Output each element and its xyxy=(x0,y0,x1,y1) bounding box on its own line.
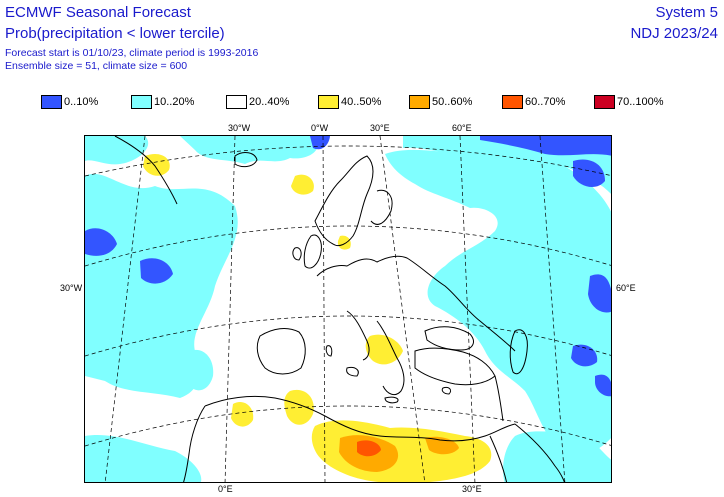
cyan-region-north-africa xyxy=(503,431,611,482)
legend-swatch xyxy=(226,95,247,109)
coastline-finland xyxy=(370,189,393,225)
meridian-line xyxy=(459,136,476,482)
blue-region-russia-north xyxy=(480,136,611,156)
cyan-region-north-sea xyxy=(205,215,234,247)
cyan-region-atlantic xyxy=(85,173,238,398)
meridian-line xyxy=(379,136,426,482)
lon-label-30w-left: 30°W xyxy=(60,283,83,293)
blue-region-urals xyxy=(588,274,611,313)
cyan-region-greenland xyxy=(180,136,319,164)
blue-region-caspian xyxy=(571,344,598,367)
legend-swatch xyxy=(318,95,339,109)
coastline-scandinavia xyxy=(314,155,374,247)
lon-label-0e-bottom: 0°E xyxy=(218,484,233,494)
legend-item-10-20: 10..20% xyxy=(131,95,194,109)
legend-item-60-70: 60..70% xyxy=(502,95,565,109)
lon-label-30e-top: 30°E xyxy=(370,123,390,133)
legend-swatch xyxy=(594,95,615,109)
yellow-region-libya xyxy=(311,420,492,482)
coastline-iceland xyxy=(234,152,258,168)
coastline-black-sea xyxy=(424,326,474,351)
coastline-arabia xyxy=(514,423,565,482)
coastline-west-africa xyxy=(183,405,206,482)
system-label: System 5 xyxy=(655,4,718,21)
legend-item-40-50: 40..50% xyxy=(318,95,381,109)
coastline-crete xyxy=(384,396,399,404)
map-canvas xyxy=(85,136,611,482)
meridian-line xyxy=(224,136,236,482)
coastline-turkey xyxy=(414,347,496,386)
yellow-region-atlantic-patch xyxy=(143,153,170,176)
legend-swatch xyxy=(409,95,430,109)
cyan-region-sw-africa xyxy=(85,435,202,482)
legend-label: 0..10% xyxy=(64,96,99,108)
probability-map xyxy=(84,135,612,483)
coastline-levant xyxy=(494,375,504,422)
blue-region-atlantic-mid xyxy=(140,258,173,284)
lon-label-30e-bottom: 30°E xyxy=(462,484,482,494)
yellow-region-iceland xyxy=(291,174,314,195)
yellow-region-balkans xyxy=(365,334,403,365)
legend-label: 20..40% xyxy=(249,96,290,108)
cyan-region-russia xyxy=(385,147,611,455)
yellow-region-uk xyxy=(337,235,351,250)
season-label: NDJ 2023/24 xyxy=(630,25,718,42)
meridian-line xyxy=(539,136,566,482)
yellow-region-west-med xyxy=(231,401,254,427)
coastline-ireland xyxy=(292,247,302,261)
parallel-line xyxy=(85,225,611,267)
blue-region-greenland-south xyxy=(310,136,330,150)
parallel-line xyxy=(85,405,611,447)
coastline-italy xyxy=(346,310,370,361)
lon-label-0w-top: 0°W xyxy=(311,123,329,133)
legend-item-70-100: 70..100% xyxy=(594,95,663,109)
chart-title: ECMWF Seasonal Forecast xyxy=(5,4,191,21)
chart-subtitle: Prob(precipitation < lower tercile) xyxy=(5,25,225,42)
legend-label: 10..20% xyxy=(154,96,195,108)
coastline-north-africa xyxy=(204,395,516,442)
forecast-info: Forecast start is 01/10/23, climate peri… xyxy=(5,47,259,59)
legend-label: 60..70% xyxy=(525,96,566,108)
legend-label: 40..50% xyxy=(341,96,382,108)
meridian-line xyxy=(322,136,326,482)
probability-shading xyxy=(85,136,611,482)
parallel-line xyxy=(85,145,611,177)
legend-item-20-40: 20..40% xyxy=(226,95,289,109)
coastline-greenland xyxy=(114,136,178,205)
blue-region-east-edge xyxy=(595,374,611,397)
parallel-line xyxy=(85,315,611,357)
red-region-libya xyxy=(357,440,381,457)
cyan-region-atlantic-nw xyxy=(85,136,149,165)
lon-label-60e-top: 60°E xyxy=(452,123,472,133)
cyan-region-iberia-west xyxy=(190,349,214,391)
legend-item-0-10: 0..10% xyxy=(41,95,98,109)
coastline-britain xyxy=(303,234,322,269)
lon-label-30w-top: 30°W xyxy=(228,123,251,133)
blue-region-atlantic-west xyxy=(85,228,117,256)
coastline-cyprus xyxy=(441,387,452,395)
legend-swatch xyxy=(502,95,523,109)
coastline-sardinia xyxy=(325,345,333,357)
legend-swatch xyxy=(131,95,152,109)
coastline-balkans-greece xyxy=(376,320,405,396)
coastline-europe xyxy=(316,255,516,352)
coastlines xyxy=(114,136,565,482)
coastline-red-sea xyxy=(489,435,508,482)
graticule xyxy=(85,136,611,482)
legend-item-50-60: 50..60% xyxy=(409,95,472,109)
legend-label: 50..60% xyxy=(432,96,473,108)
legend-swatch xyxy=(41,95,62,109)
coastline-caspian xyxy=(509,329,528,375)
coastline-iberia xyxy=(256,328,306,375)
legend-label: 70..100% xyxy=(617,96,664,108)
meridian-line xyxy=(104,136,146,482)
ensemble-info: Ensemble size = 51, climate size = 600 xyxy=(5,60,188,72)
coastline-sicily xyxy=(346,367,359,377)
blue-region-siberia xyxy=(573,159,605,188)
lon-label-60e-right: 60°E xyxy=(616,283,636,293)
